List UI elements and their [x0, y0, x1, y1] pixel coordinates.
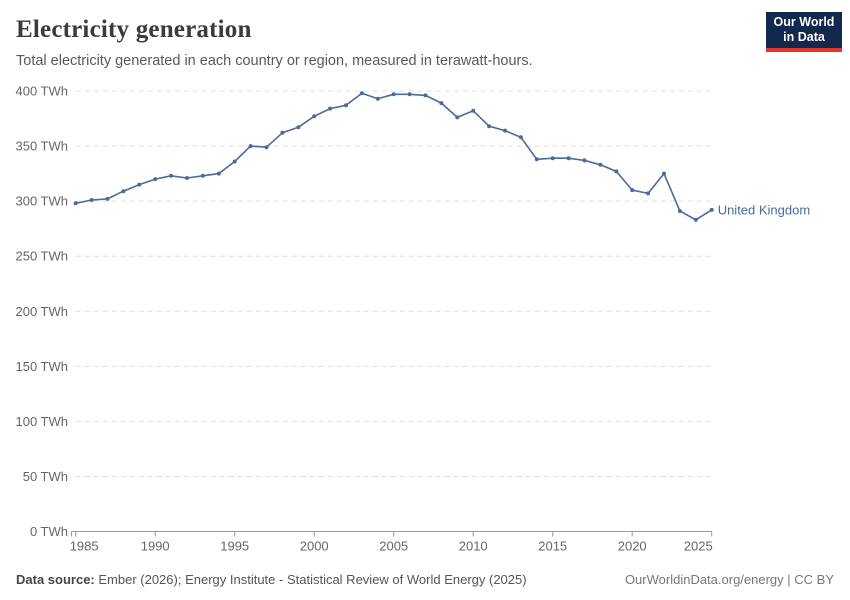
page-title: Electricity generation [16, 16, 252, 43]
owid-logo-line1: Our World [773, 15, 835, 29]
data-point [312, 114, 317, 119]
series-label: United Kingdom [718, 202, 811, 217]
data-point [534, 157, 539, 162]
y-axis-tick-label: 150 TWh [15, 359, 68, 374]
owid-logo-line2: in Data [783, 30, 825, 44]
data-point [503, 128, 507, 133]
data-point [487, 124, 492, 129]
data-source-note: Data source: Ember (2026); Energy Instit… [16, 572, 527, 587]
y-axis-tick-label: 250 TWh [15, 249, 68, 264]
data-point [598, 162, 603, 167]
y-axis-tick-label: 350 TWh [15, 139, 68, 154]
x-axis-tick-label: 1995 [220, 539, 249, 554]
data-point [582, 158, 587, 163]
x-axis-tick-label: 1985 [70, 539, 99, 554]
chart-subtitle: Total electricity generated in each coun… [16, 53, 533, 69]
footer-license-link[interactable]: OurWorldinData.org/energy | CC BY [624, 572, 834, 587]
data-source-text: Ember (2026); Energy Institute - Statist… [94, 572, 527, 587]
data-point [566, 156, 571, 161]
data-point [185, 176, 189, 180]
owid-logo[interactable]: Our World in Data [766, 12, 842, 52]
x-axis-tick-label: 2000 [300, 539, 329, 554]
data-point [423, 93, 428, 98]
data-point [518, 135, 523, 140]
data-point [391, 92, 396, 97]
y-axis-tick-label: 300 TWh [15, 194, 68, 209]
data-point [200, 173, 205, 178]
data-point [677, 209, 682, 213]
y-axis-tick-label: 400 TWh [15, 84, 68, 99]
data-point [375, 96, 380, 101]
data-point [280, 130, 285, 135]
chart-header: Electricity generation Total electricity… [16, 0, 850, 69]
data-point [105, 196, 110, 201]
y-axis-tick-label: 200 TWh [15, 304, 68, 319]
data-point [248, 144, 253, 149]
data-point [693, 217, 698, 222]
data-point [662, 171, 666, 176]
y-axis-tick-label: 100 TWh [15, 414, 68, 429]
x-axis-tick-label: 2010 [459, 539, 488, 554]
data-point [709, 207, 714, 212]
data-point [216, 171, 221, 176]
data-point [646, 191, 651, 196]
data-source-label: Data source: [16, 572, 95, 587]
y-axis-tick-label: 50 TWh [23, 469, 68, 484]
data-point [153, 177, 158, 182]
x-axis-tick-label: 2015 [538, 539, 567, 554]
x-axis-tick-label: 1990 [141, 539, 170, 554]
data-point [359, 91, 364, 96]
data-point [439, 101, 444, 106]
data-point [169, 173, 174, 178]
data-point [89, 198, 94, 202]
x-axis-tick-label: 2020 [618, 539, 647, 554]
data-point [550, 156, 555, 161]
data-point [296, 125, 301, 130]
x-axis-tick-label: 2005 [379, 539, 408, 554]
data-point [328, 106, 333, 111]
data-point [232, 159, 237, 164]
y-axis-tick-label: 0 TWh [30, 524, 68, 539]
data-point [471, 108, 476, 113]
data-point [344, 103, 348, 108]
data-point [407, 92, 412, 97]
x-axis-tick-label: 2025 [684, 539, 713, 554]
chart-footer: Data source: Ember (2026); Energy Instit… [16, 572, 834, 587]
data-point [455, 115, 460, 120]
data-point [630, 188, 635, 193]
data-point [121, 189, 126, 194]
data-point [264, 145, 269, 150]
data-point [73, 201, 78, 206]
data-point [614, 169, 619, 174]
data-point [137, 182, 142, 187]
